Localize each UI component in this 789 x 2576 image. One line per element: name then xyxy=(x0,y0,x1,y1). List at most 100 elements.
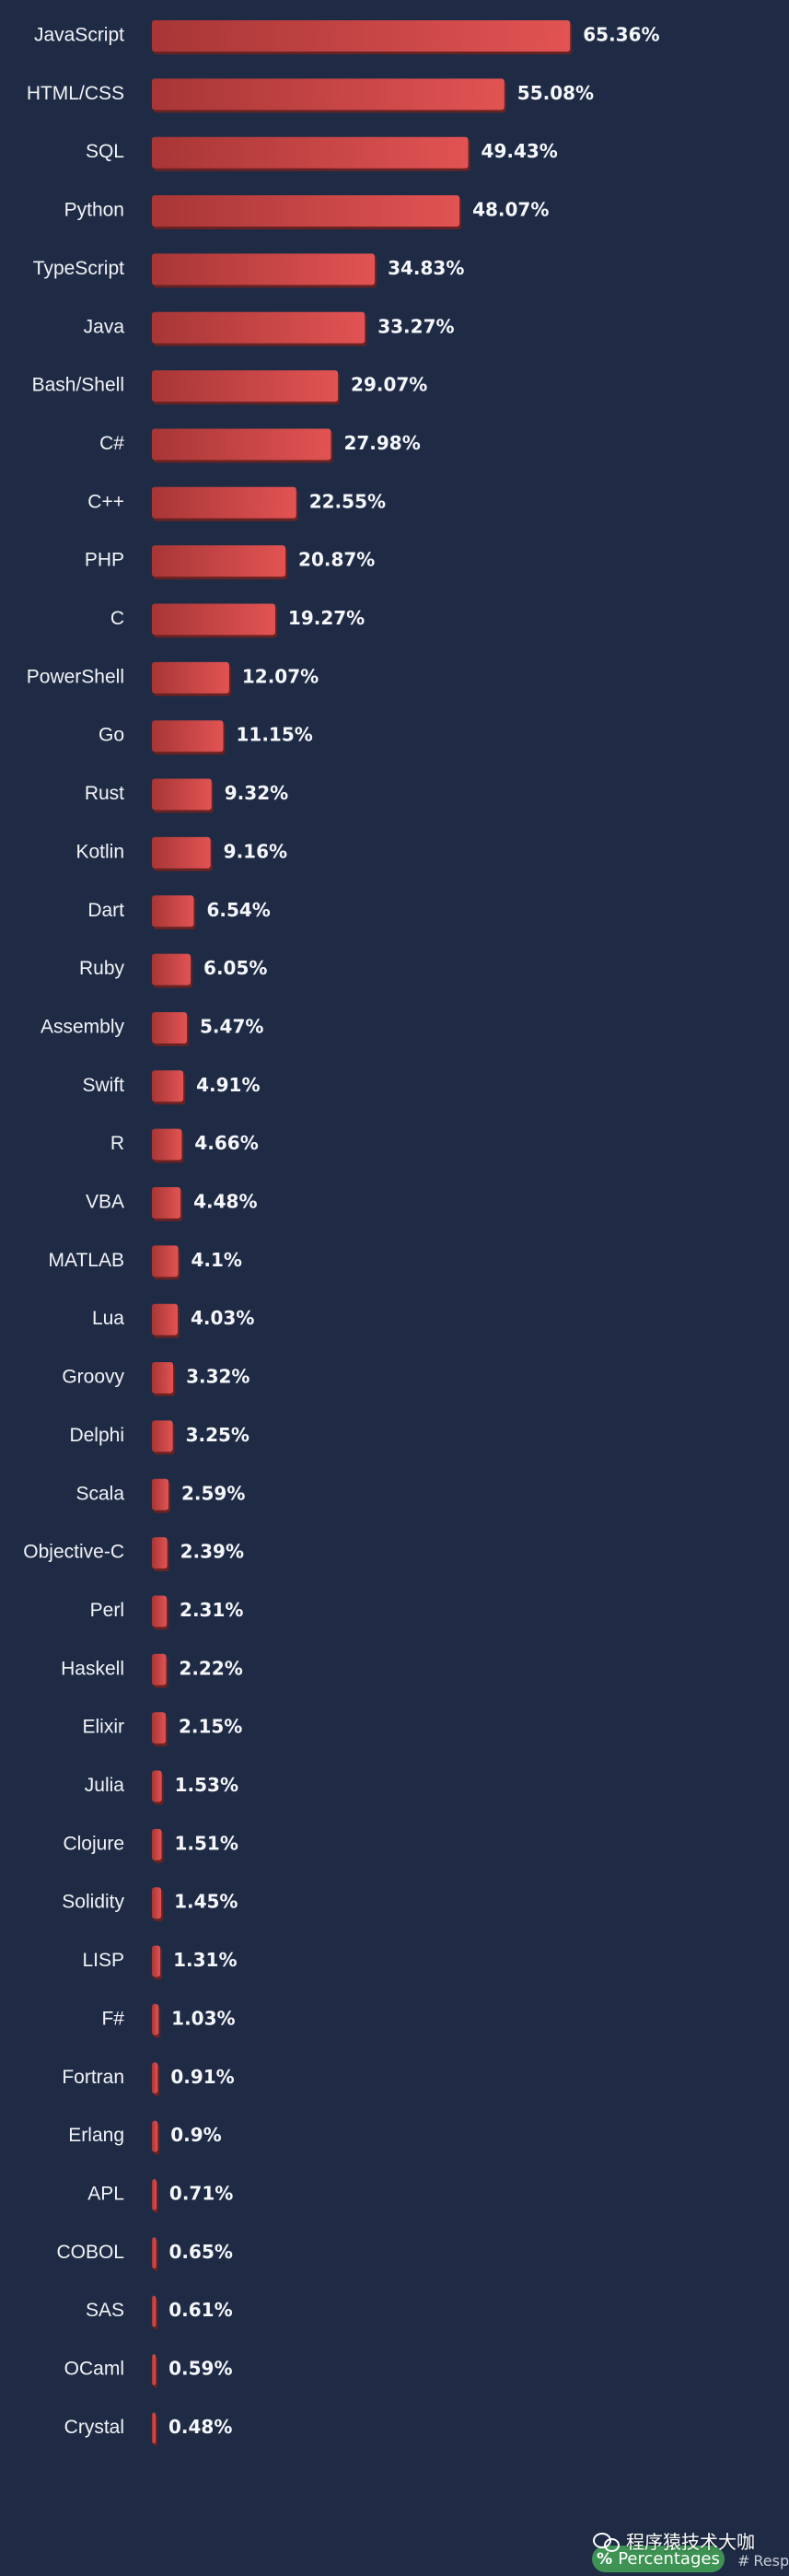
category-label: C xyxy=(110,608,124,629)
value-label: 55.08% xyxy=(517,82,594,104)
bar xyxy=(152,20,571,52)
category-label: Kotlin xyxy=(75,841,124,862)
value-label: 65.36% xyxy=(583,24,659,46)
bar xyxy=(152,2354,157,2385)
value-label: 4.48% xyxy=(193,1191,257,1213)
category-label: SQL xyxy=(86,141,124,162)
value-label: 0.91% xyxy=(170,2066,234,2088)
bar xyxy=(152,2178,157,2210)
category-label: HTML/CSS xyxy=(27,83,124,104)
category-label: Crystal xyxy=(64,2417,124,2438)
category-label: C++ xyxy=(87,491,124,512)
value-label: 1.03% xyxy=(171,2007,235,2029)
bar xyxy=(152,661,229,694)
value-label: 0.61% xyxy=(168,2299,232,2321)
value-label: 3.32% xyxy=(186,1366,249,1388)
bar xyxy=(152,1245,179,1277)
wechat-watermark: 程序猿技术大咖 xyxy=(593,2527,755,2554)
category-label: OCaml xyxy=(64,2359,124,2380)
value-label: 4.1% xyxy=(191,1249,241,1271)
value-labels: 65.36% 55.08% 49.43% 48.07% 34.83% 33.27% 29.0… xyxy=(168,24,660,2438)
bar xyxy=(152,253,376,286)
value-label: 6.54% xyxy=(206,899,270,921)
value-label: 6.05% xyxy=(203,957,267,979)
value-label: 2.22% xyxy=(179,1657,242,1679)
percent-icon: % xyxy=(597,2549,613,2569)
bar xyxy=(152,486,296,519)
bar xyxy=(152,836,211,868)
category-label: Dart xyxy=(87,900,124,921)
bar xyxy=(152,1362,174,1394)
category-label: Elixir xyxy=(83,1717,125,1738)
category-label: Perl xyxy=(90,1600,124,1621)
bar xyxy=(152,1653,167,1685)
value-label: 1.53% xyxy=(175,1774,238,1796)
bar xyxy=(152,311,365,344)
category-label: Haskell xyxy=(61,1658,124,1679)
bar xyxy=(152,1945,161,1977)
value-label: 9.16% xyxy=(224,840,287,862)
wechat-icon xyxy=(593,2531,620,2552)
value-label: 22.55% xyxy=(309,490,386,512)
bar xyxy=(152,2120,158,2152)
value-label: 29.07% xyxy=(351,374,427,396)
category-label: Solidity xyxy=(62,1892,124,1913)
bar xyxy=(152,370,339,402)
value-label: 4.03% xyxy=(191,1307,254,1329)
value-label: 2.39% xyxy=(180,1541,244,1563)
category-label: Java xyxy=(84,316,125,337)
category-label: Erlang xyxy=(68,2125,124,2146)
bar xyxy=(152,1887,162,1919)
category-label: Fortran xyxy=(62,2067,124,2088)
bar xyxy=(152,136,469,169)
value-label: 0.59% xyxy=(168,2358,232,2380)
value-label: 3.25% xyxy=(186,1424,249,1446)
value-label: 4.91% xyxy=(196,1074,260,1096)
bar xyxy=(152,1595,168,1627)
category-label: Assembly xyxy=(41,1016,125,1037)
bar xyxy=(152,2003,159,2035)
bar xyxy=(152,1128,182,1160)
bar xyxy=(152,195,460,227)
value-label: 0.48% xyxy=(168,2416,232,2438)
responses-button-label: Resp xyxy=(753,2551,789,2570)
bars-layer xyxy=(152,20,573,2447)
bar xyxy=(152,1011,188,1043)
value-label: 0.71% xyxy=(169,2182,233,2204)
category-label: Go xyxy=(99,725,124,746)
value-label: 49.43% xyxy=(482,140,558,162)
value-label: 33.27% xyxy=(377,315,454,337)
watermark-text: 程序猿技术大咖 xyxy=(626,2531,755,2553)
category-label: Julia xyxy=(85,1775,125,1796)
value-label: 19.27% xyxy=(288,607,365,629)
value-label: 2.31% xyxy=(180,1599,243,1621)
category-labels: JavaScript HTML/CSS SQL Python TypeScript Jav… xyxy=(23,25,124,2438)
category-label: Objective-C xyxy=(23,1542,124,1563)
bar xyxy=(152,1420,173,1452)
category-label: F# xyxy=(101,2008,124,2029)
category-label: VBA xyxy=(86,1192,124,1213)
bar xyxy=(152,603,275,635)
category-label: Python xyxy=(64,200,124,221)
bar xyxy=(152,1537,168,1569)
bar xyxy=(152,2062,158,2094)
category-label: LISP xyxy=(82,1950,124,1971)
category-label: Groovy xyxy=(62,1367,124,1388)
category-label: APL xyxy=(87,2183,124,2204)
value-label: 5.47% xyxy=(200,1015,263,1037)
value-label: 12.07% xyxy=(242,665,319,687)
category-label: PowerShell xyxy=(27,666,124,687)
hash-icon: # xyxy=(737,2551,750,2570)
bar xyxy=(152,2237,157,2269)
category-label: SAS xyxy=(86,2300,124,2321)
bar xyxy=(152,1070,184,1102)
bar xyxy=(152,953,191,985)
value-label: 27.98% xyxy=(343,432,420,454)
category-label: Scala xyxy=(75,1483,124,1504)
value-label: 34.83% xyxy=(388,257,464,279)
percentages-toggle-button[interactable]: % Percentages xyxy=(592,2546,725,2572)
percentages-button-label: Percentages xyxy=(618,2549,720,2569)
bar xyxy=(152,1187,181,1218)
responses-toggle-button[interactable]: # Resp xyxy=(737,2549,789,2571)
bar xyxy=(152,895,194,927)
